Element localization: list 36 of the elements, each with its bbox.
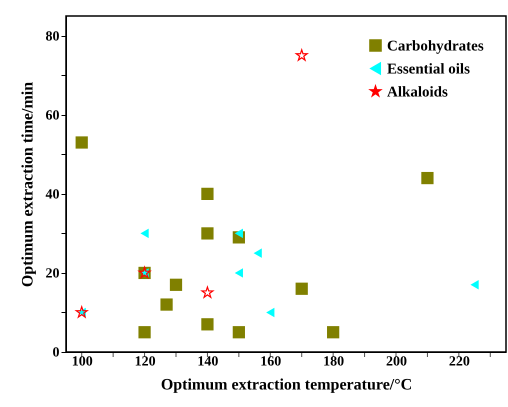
point [170,278,182,291]
legend-label: Alkaloids [387,84,448,100]
point [421,172,434,184]
point [201,286,214,298]
point [266,308,274,318]
point [76,136,88,149]
point [296,49,308,61]
x-tick-label: 100 [72,354,93,370]
point [140,228,149,238]
y-tick-label: 60 [46,108,60,124]
x-tick-label: 120 [134,354,156,370]
point [201,227,214,240]
x-tick-label: 200 [386,354,407,370]
point [201,318,214,330]
point [160,298,173,311]
point [254,248,262,258]
point [201,188,214,200]
y-axis-title: Optimum extraction time/min [20,82,36,288]
point [232,326,245,338]
legend-label: Carbohydrates [387,38,484,54]
legend-label: Essential oils [387,62,470,78]
y-tick-label: 0 [52,346,60,360]
y-tick-label: 40 [46,187,60,202]
y-tick-label: 80 [46,29,60,44]
point [327,326,340,338]
x-tick-label: 160 [260,354,282,370]
x-tick-label: 140 [197,354,218,370]
x-axis-title: Optimum extraction temperature/°C [160,376,412,394]
point [296,282,308,295]
point [138,326,151,338]
x-tick-label: 180 [323,354,344,370]
point [234,268,243,278]
point [234,228,243,238]
x-tick-label: 220 [448,354,470,370]
point [470,280,479,290]
y-tick-label: 20 [46,266,60,282]
